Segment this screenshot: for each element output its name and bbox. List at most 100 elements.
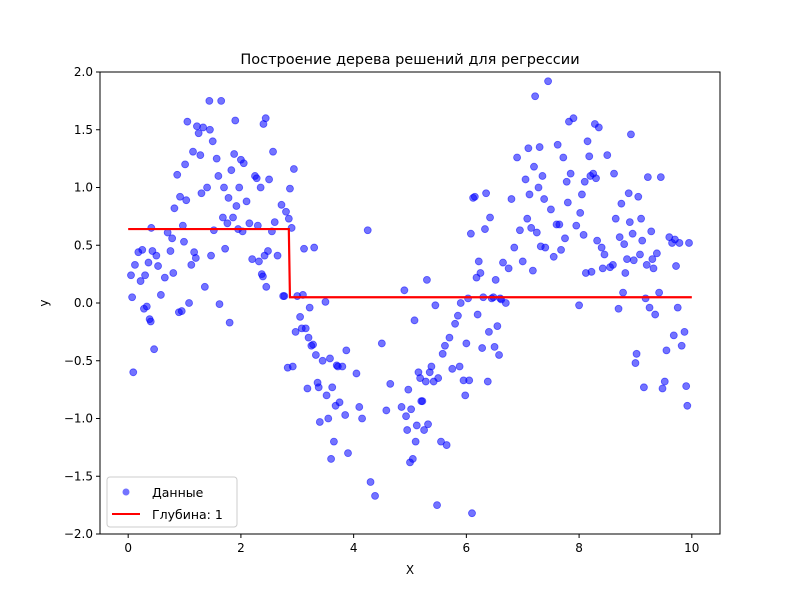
data-point	[473, 310, 482, 319]
data-point	[583, 137, 592, 146]
data-point	[191, 254, 200, 262]
data-point	[468, 509, 476, 518]
data-point	[138, 245, 147, 254]
data-point	[465, 376, 474, 385]
data-point	[227, 166, 236, 175]
data-point	[180, 237, 188, 246]
data-point	[208, 137, 217, 146]
y-axis-label: y	[37, 299, 51, 306]
data-point	[182, 196, 191, 205]
data-point	[212, 154, 221, 163]
data-point	[289, 165, 298, 173]
data-point	[200, 282, 209, 291]
data-point	[628, 229, 637, 238]
data-point	[579, 230, 588, 239]
y-tick-label: −1.0	[64, 412, 93, 426]
data-point	[572, 221, 581, 230]
data-point	[235, 183, 244, 192]
data-point	[682, 382, 691, 391]
data-point	[559, 153, 568, 162]
data-point	[199, 123, 208, 132]
data-point	[411, 437, 420, 446]
data-point	[534, 183, 543, 192]
data-point	[598, 264, 607, 273]
y-tick-label: 0.5	[74, 238, 93, 252]
data-point	[427, 362, 436, 371]
data-point	[344, 449, 352, 458]
data-point	[603, 151, 612, 160]
data-point	[555, 220, 564, 229]
data-point	[476, 269, 485, 277]
data-point	[215, 300, 224, 309]
data-point	[641, 294, 650, 303]
data-point	[535, 143, 544, 151]
data-point	[187, 260, 196, 269]
data-point	[416, 374, 425, 382]
data-point	[660, 377, 669, 386]
data-point	[410, 316, 419, 325]
data-point	[269, 147, 277, 156]
data-point	[470, 192, 479, 201]
data-point	[288, 362, 297, 371]
data-point	[486, 213, 494, 222]
data-point	[658, 384, 667, 393]
data-point	[631, 359, 640, 367]
data-point	[261, 114, 270, 123]
data-point	[128, 293, 137, 302]
data-point	[433, 501, 441, 510]
data-point	[196, 151, 205, 160]
data-point	[438, 349, 447, 358]
data-point	[355, 403, 364, 411]
fit-line-layer	[128, 227, 692, 299]
data-point	[553, 140, 562, 149]
data-point	[578, 190, 586, 199]
data-point	[147, 224, 156, 232]
data-point	[170, 204, 179, 213]
data-point	[619, 288, 627, 297]
data-point	[637, 214, 645, 223]
data-point	[585, 152, 594, 161]
data-point	[245, 219, 254, 228]
data-point	[648, 255, 657, 264]
data-point	[326, 354, 334, 363]
legend-scatter-marker	[122, 488, 130, 496]
data-point	[166, 247, 175, 255]
data-point	[327, 455, 335, 463]
data-point	[400, 286, 409, 295]
data-point	[404, 385, 413, 394]
x-tick-label: 10	[684, 541, 699, 555]
data-point	[382, 406, 391, 415]
data-point	[621, 269, 630, 277]
data-point	[282, 207, 290, 216]
data-point	[530, 162, 538, 171]
data-point	[363, 226, 372, 235]
y-tick-label: −0.5	[64, 354, 93, 368]
data-point	[136, 277, 145, 285]
data-point	[218, 213, 227, 222]
data-point	[623, 255, 631, 264]
y-tick-label: 1.0	[74, 181, 93, 195]
data-point	[466, 229, 475, 238]
data-point	[675, 239, 684, 247]
data-point	[264, 247, 272, 255]
y-tick-label: 2.0	[74, 65, 93, 79]
data-point	[322, 391, 331, 400]
data-point	[518, 257, 527, 266]
data-point	[310, 243, 319, 252]
data-point	[611, 214, 620, 223]
data-point	[407, 405, 416, 414]
data-point	[315, 418, 324, 426]
data-point	[627, 130, 635, 139]
data-point	[300, 244, 308, 253]
data-point	[510, 243, 519, 252]
data-point	[256, 183, 265, 192]
data-point	[277, 200, 286, 209]
y-tick-label: 1.5	[74, 123, 93, 137]
data-point	[177, 307, 186, 315]
data-point	[464, 294, 472, 303]
data-point	[239, 159, 248, 168]
depth-1-prediction-line	[128, 227, 692, 299]
data-point	[490, 342, 499, 351]
data-point	[169, 269, 178, 277]
data-point	[549, 252, 558, 261]
